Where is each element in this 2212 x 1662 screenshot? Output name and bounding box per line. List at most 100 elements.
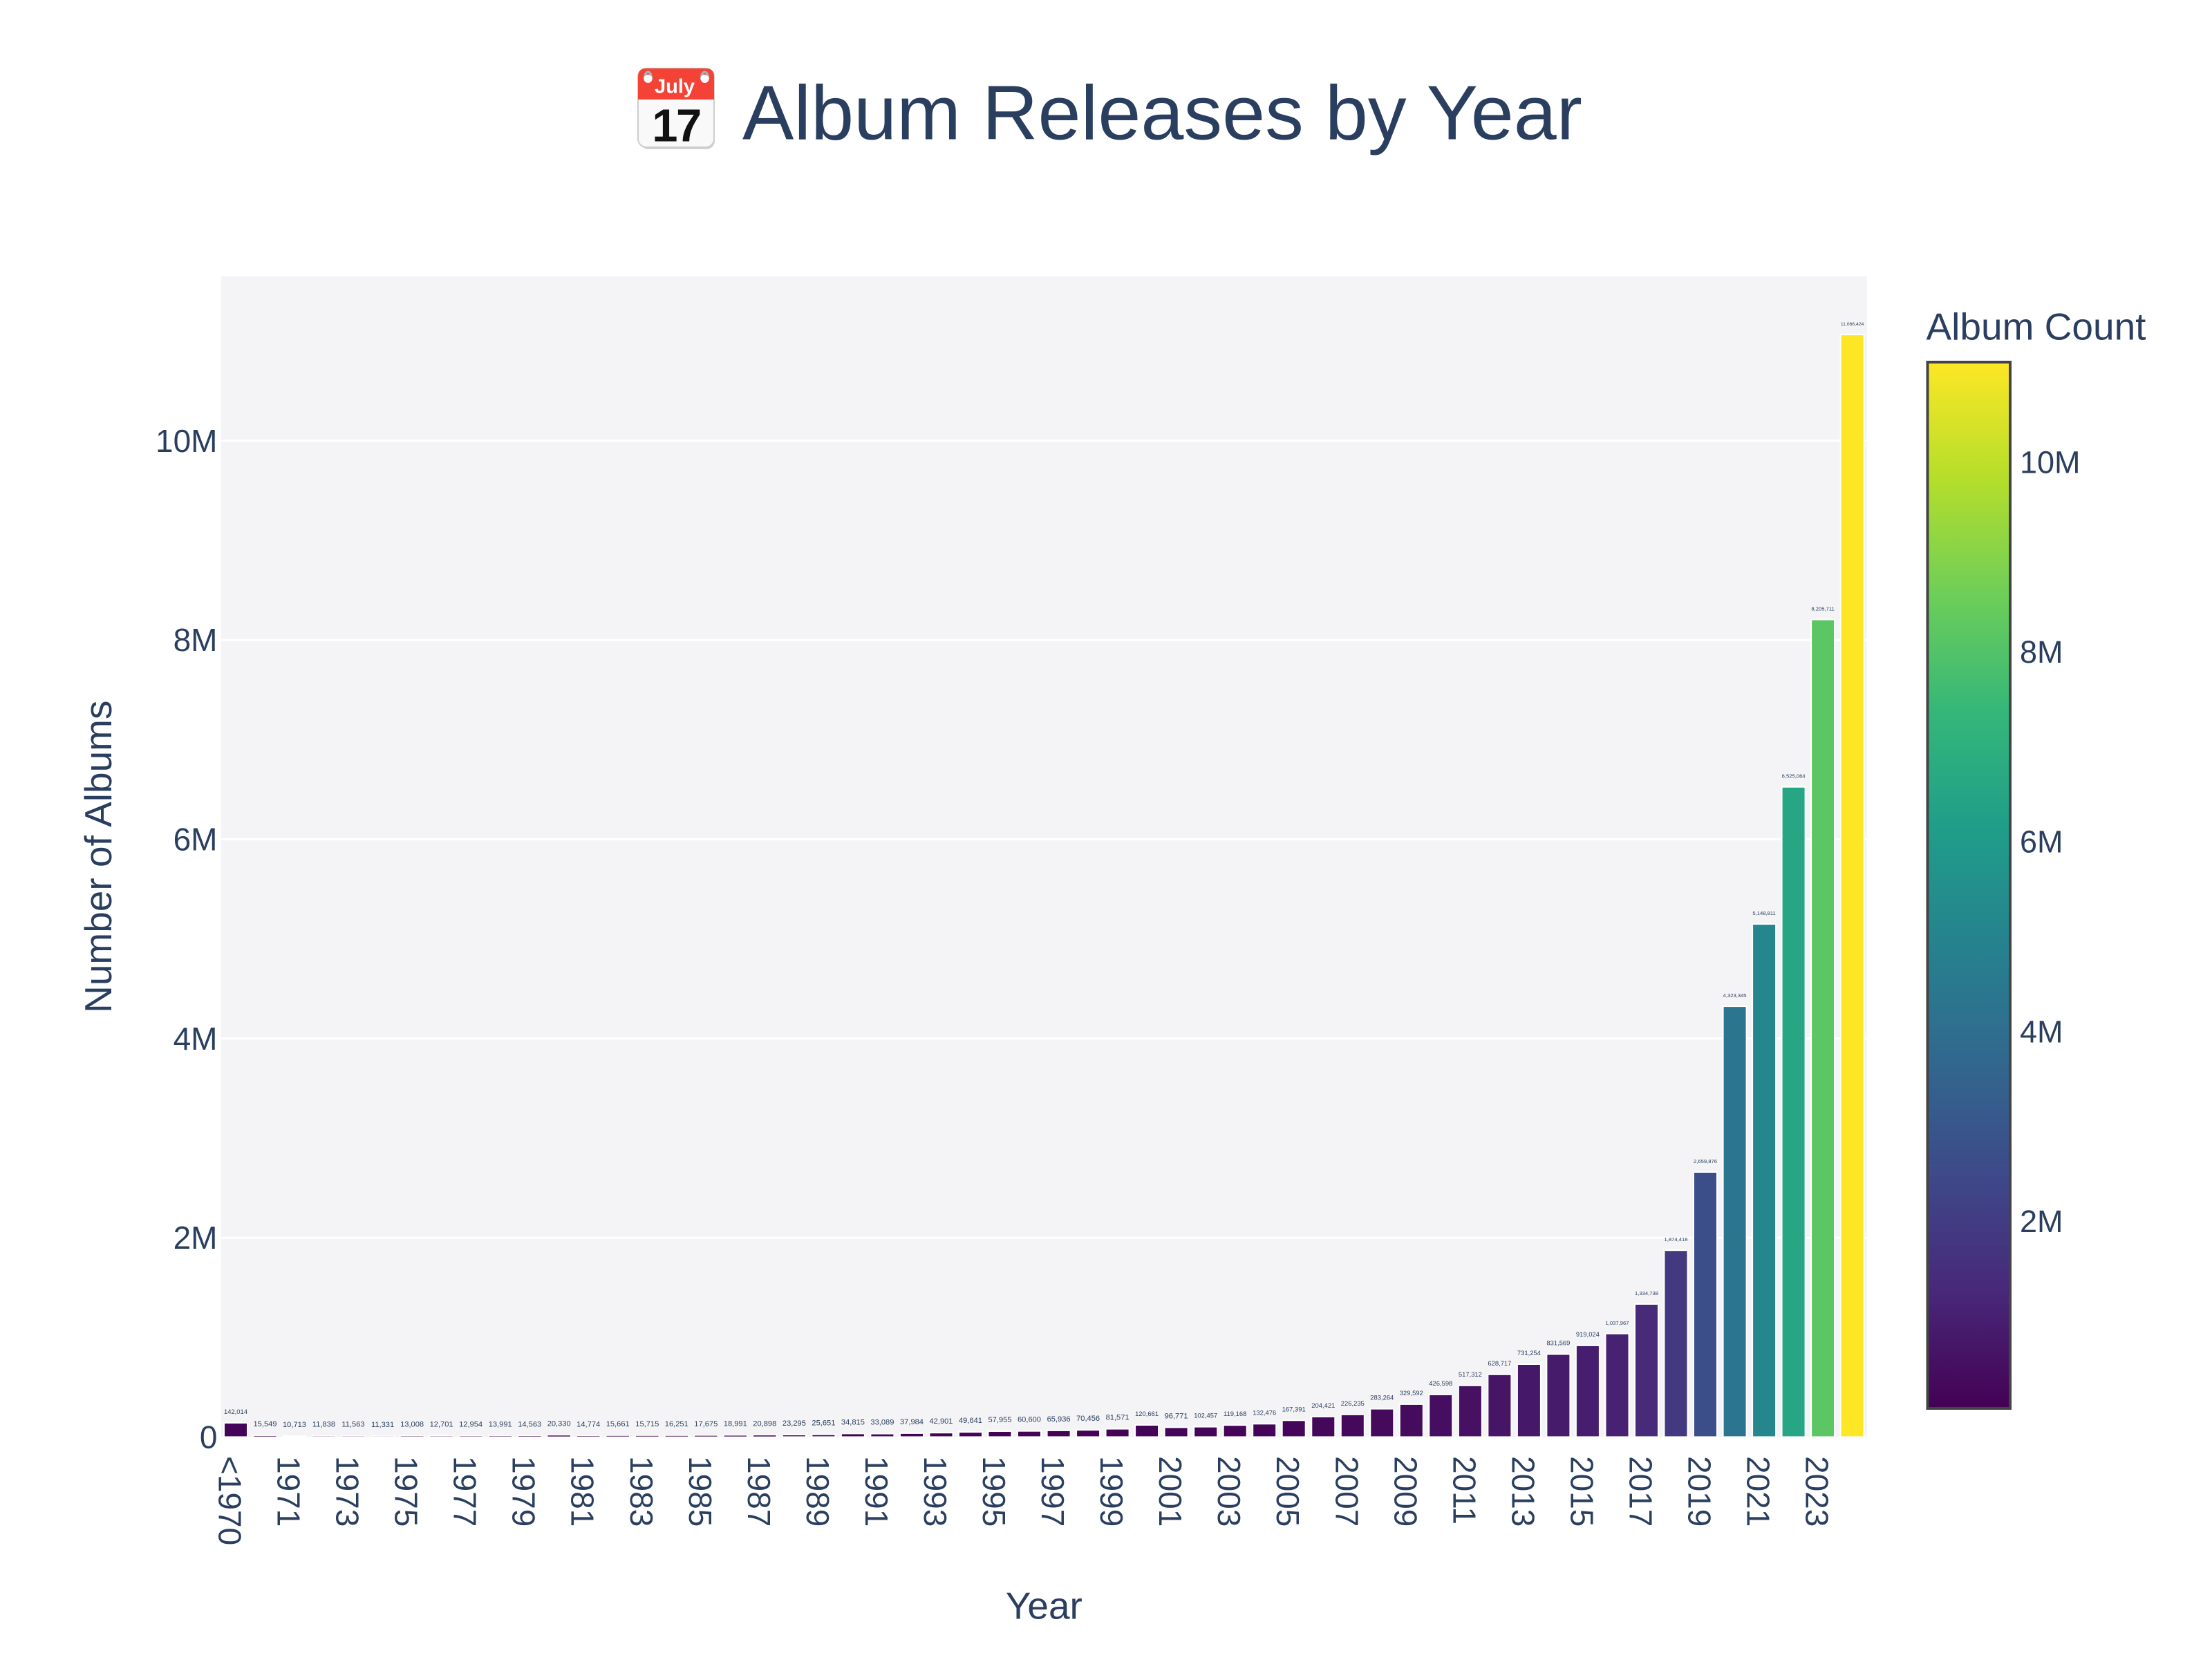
svg-text:2023: 2023 — [1799, 1456, 1835, 1527]
svg-text:628,717: 628,717 — [1488, 1359, 1511, 1367]
svg-text:8M: 8M — [174, 622, 218, 658]
svg-text:Album Count: Album Count — [1927, 305, 2146, 348]
svg-text:132,476: 132,476 — [1253, 1408, 1276, 1416]
svg-text:226,235: 226,235 — [1341, 1399, 1365, 1407]
svg-text:0: 0 — [200, 1419, 218, 1455]
svg-text:20,898: 20,898 — [753, 1419, 776, 1428]
svg-text:1971: 1971 — [271, 1456, 307, 1527]
svg-text:1995: 1995 — [976, 1456, 1012, 1527]
svg-text:33,089: 33,089 — [870, 1419, 894, 1427]
svg-text:1983: 1983 — [624, 1456, 659, 1527]
svg-text:1975: 1975 — [388, 1456, 424, 1527]
svg-text:15,715: 15,715 — [635, 1420, 659, 1428]
svg-text:1993: 1993 — [917, 1456, 953, 1527]
svg-text:49,641: 49,641 — [959, 1417, 982, 1425]
svg-text:120,661: 120,661 — [1135, 1410, 1159, 1417]
svg-text:517,312: 517,312 — [1459, 1370, 1482, 1378]
svg-text:10M: 10M — [2020, 444, 2081, 480]
svg-text:1,874,418: 1,874,418 — [1665, 1236, 1688, 1243]
svg-text:65,936: 65,936 — [1047, 1415, 1071, 1424]
svg-text:11,066,424: 11,066,424 — [1841, 322, 1864, 327]
svg-text:283,264: 283,264 — [1370, 1394, 1394, 1401]
svg-text:60,600: 60,600 — [1018, 1416, 1041, 1424]
svg-text:34,815: 34,815 — [841, 1418, 865, 1426]
svg-text:17: 17 — [652, 100, 700, 151]
svg-text:96,771: 96,771 — [1165, 1412, 1188, 1420]
svg-text:11,838: 11,838 — [312, 1421, 335, 1429]
svg-text:37,984: 37,984 — [900, 1418, 924, 1426]
svg-text:1991: 1991 — [859, 1456, 894, 1527]
svg-text:12,701: 12,701 — [430, 1421, 453, 1429]
svg-text:2003: 2003 — [1211, 1456, 1247, 1527]
svg-text:2011: 2011 — [1446, 1456, 1482, 1524]
svg-text:15,661: 15,661 — [606, 1420, 630, 1428]
svg-text:204,421: 204,421 — [1311, 1401, 1335, 1409]
svg-text:1985: 1985 — [682, 1456, 718, 1527]
svg-text:81,571: 81,571 — [1106, 1414, 1130, 1422]
svg-text:17,675: 17,675 — [694, 1420, 718, 1428]
svg-text:13,991: 13,991 — [489, 1420, 512, 1428]
svg-text:2M: 2M — [2020, 1204, 2063, 1239]
svg-text:6M: 6M — [174, 821, 218, 857]
svg-text:42,901: 42,901 — [930, 1417, 953, 1426]
svg-text:2,659,876: 2,659,876 — [1694, 1158, 1717, 1164]
svg-text:1981: 1981 — [565, 1456, 601, 1527]
svg-text:167,391: 167,391 — [1282, 1405, 1306, 1413]
svg-text:142,014: 142,014 — [224, 1408, 247, 1415]
svg-text:731,254: 731,254 — [1517, 1349, 1541, 1357]
svg-text:1,334,738: 1,334,738 — [1635, 1290, 1658, 1296]
svg-text:2001: 2001 — [1152, 1456, 1188, 1527]
svg-text:57,955: 57,955 — [988, 1416, 1012, 1424]
svg-text:426,598: 426,598 — [1429, 1379, 1452, 1387]
svg-text:Number of Albums: Number of Albums — [77, 700, 120, 1012]
svg-text:1979: 1979 — [506, 1456, 542, 1527]
svg-text:Album Releases by Year: Album Releases by Year — [742, 69, 1582, 155]
svg-text:18,991: 18,991 — [724, 1420, 747, 1428]
svg-text:119,168: 119,168 — [1224, 1410, 1246, 1417]
svg-text:11,563: 11,563 — [341, 1421, 364, 1429]
svg-text:1997: 1997 — [1035, 1456, 1071, 1527]
svg-text:4M: 4M — [2020, 1014, 2063, 1049]
svg-text:5,148,811: 5,148,811 — [1752, 910, 1775, 916]
svg-text:1973: 1973 — [330, 1456, 366, 1527]
svg-text:1977: 1977 — [447, 1456, 483, 1527]
svg-text:<1970: <1970 — [212, 1456, 248, 1545]
svg-text:8M: 8M — [2020, 634, 2063, 670]
svg-text:1999: 1999 — [1094, 1456, 1130, 1527]
svg-text:2007: 2007 — [1329, 1456, 1365, 1527]
svg-text:6M: 6M — [2020, 824, 2063, 860]
svg-text:831,569: 831,569 — [1546, 1339, 1570, 1347]
svg-text:1989: 1989 — [800, 1456, 836, 1527]
svg-text:20,330: 20,330 — [547, 1420, 571, 1428]
svg-text:4,323,345: 4,323,345 — [1723, 992, 1747, 999]
svg-text:July: July — [655, 76, 695, 98]
svg-text:4M: 4M — [174, 1021, 218, 1057]
svg-text:23,295: 23,295 — [782, 1419, 806, 1428]
svg-text:13,008: 13,008 — [400, 1421, 424, 1429]
svg-text:2017: 2017 — [1623, 1456, 1659, 1527]
svg-text:70,456: 70,456 — [1076, 1415, 1100, 1423]
svg-text:329,592: 329,592 — [1400, 1389, 1423, 1397]
svg-text:102,457: 102,457 — [1194, 1412, 1217, 1419]
svg-text:15,549: 15,549 — [254, 1420, 277, 1428]
svg-text:10M: 10M — [156, 423, 217, 459]
svg-text:919,024: 919,024 — [1576, 1330, 1600, 1338]
svg-text:Year: Year — [1006, 1585, 1082, 1627]
svg-text:10,713: 10,713 — [283, 1421, 306, 1429]
svg-text:1987: 1987 — [741, 1456, 777, 1527]
svg-text:2M: 2M — [174, 1220, 218, 1256]
svg-text:2021: 2021 — [1741, 1456, 1777, 1527]
svg-text:12,954: 12,954 — [459, 1421, 482, 1429]
svg-text:1,037,967: 1,037,967 — [1606, 1320, 1629, 1326]
svg-text:25,651: 25,651 — [812, 1419, 835, 1428]
svg-text:2015: 2015 — [1564, 1456, 1600, 1527]
svg-text:8,205,711: 8,205,711 — [1811, 606, 1834, 612]
svg-text:2009: 2009 — [1387, 1456, 1423, 1527]
svg-text:6,525,064: 6,525,064 — [1782, 773, 1806, 780]
svg-text:11,331: 11,331 — [371, 1421, 394, 1429]
svg-text:14,774: 14,774 — [577, 1420, 600, 1428]
svg-text:16,251: 16,251 — [665, 1420, 688, 1428]
svg-text:2013: 2013 — [1505, 1456, 1541, 1527]
svg-text:14,563: 14,563 — [518, 1420, 541, 1428]
svg-text:2005: 2005 — [1270, 1456, 1306, 1527]
